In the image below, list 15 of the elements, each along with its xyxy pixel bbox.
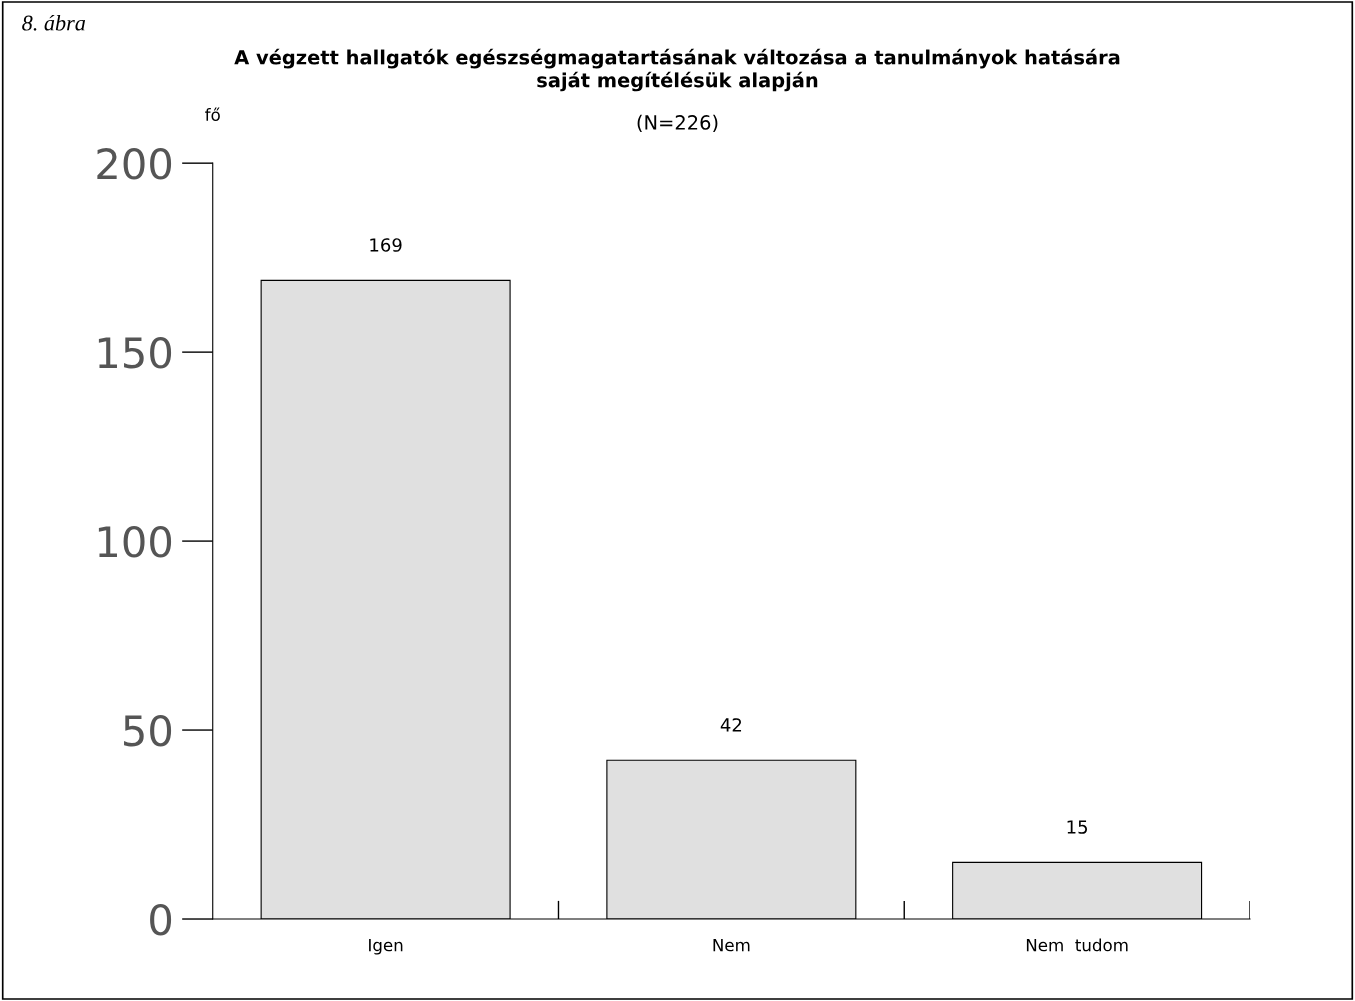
y-tick-label: 100: [98, 526, 172, 558]
x-tick-label: Nem tudom: [1026, 938, 1128, 952]
x-tick-label: Igen: [369, 938, 403, 955]
x-tick-label: Nem: [713, 938, 750, 952]
data-label: 42: [720, 718, 742, 732]
chart-subtitle: (N=226): [637, 114, 718, 133]
y-tick-label: 150: [98, 337, 172, 369]
chart-title: A végzett hallgatók egészségmagatartásának változása a tanulmányok hatására saját megítélésük alapján: [234, 48, 1120, 92]
y-tick-label: 50: [124, 714, 172, 747]
data-label: 169: [370, 238, 402, 252]
text: 8. ábra: [22, 14, 86, 31]
data-label: 15: [1067, 820, 1088, 834]
y-tick-label: 0: [150, 903, 172, 936]
y-tick-label: 200: [97, 148, 172, 180]
y-axis-title: fő: [205, 107, 220, 121]
